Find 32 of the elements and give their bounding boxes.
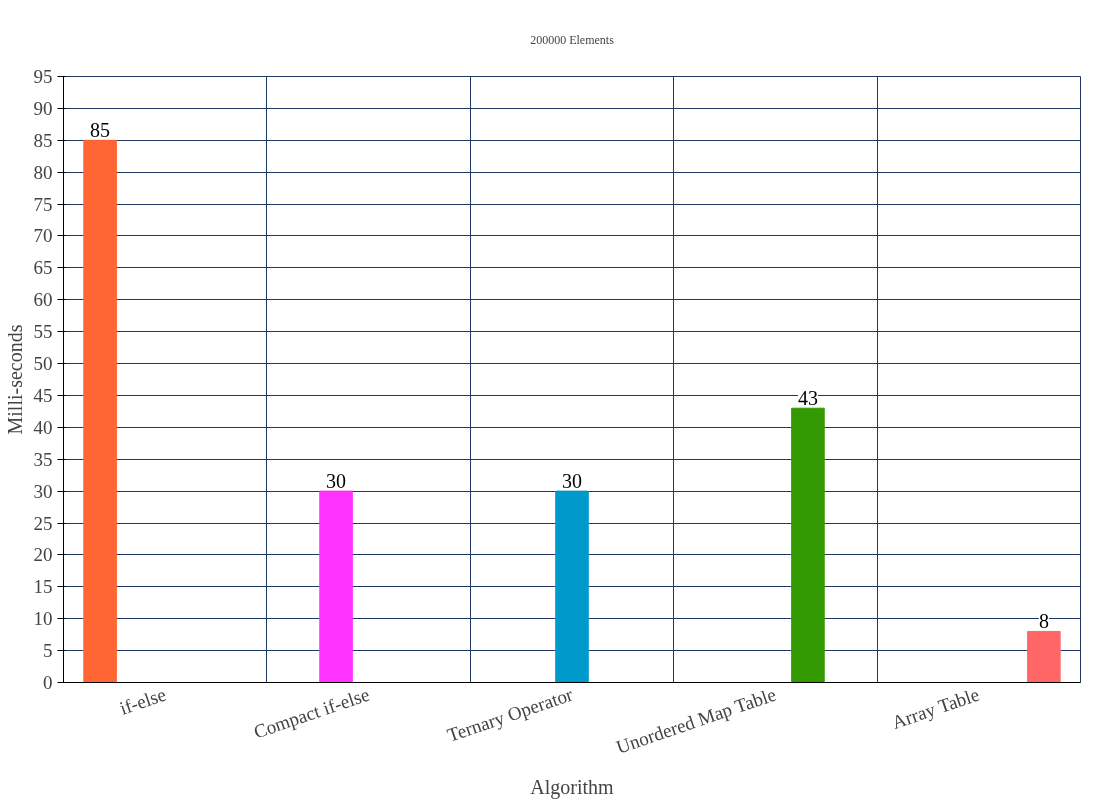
y-tick-label: 45	[33, 384, 53, 406]
y-tick-label: 75	[33, 193, 53, 215]
y-tick-label: 90	[33, 97, 53, 119]
x-tick-label: Compact if-else	[250, 683, 373, 743]
y-tick-label: 80	[33, 161, 53, 183]
y-tick-label: 95	[33, 66, 53, 87]
y-tick-label: 35	[33, 448, 53, 470]
y-tick-label: 65	[33, 257, 53, 279]
y-tick-label: 0	[43, 672, 53, 693]
y-tick-label: 60	[33, 289, 53, 311]
y-tick-label: 15	[33, 576, 53, 598]
y-tick-label: 5	[43, 640, 53, 662]
y-tick-label: 20	[33, 544, 53, 566]
y-tick-label: 40	[33, 416, 53, 438]
data-label: 8	[1038, 610, 1049, 633]
x-tick-label: if-else	[116, 683, 169, 719]
x-tick-label: Array Table	[889, 683, 982, 733]
chart-title: 200000 Elements	[530, 32, 615, 47]
y-axis-title: Milli-seconds	[3, 324, 26, 435]
y-tick-label: 55	[33, 321, 53, 343]
data-label: 30	[326, 470, 347, 493]
y-tick-label: 85	[33, 129, 53, 151]
data-label: 43	[797, 387, 818, 410]
y-tick-label: 10	[33, 608, 53, 630]
x-tick-label: Ternary Operator	[444, 683, 577, 746]
y-tick-label: 25	[33, 512, 53, 534]
data-label: 85	[90, 119, 111, 142]
y-tick-label: 70	[33, 225, 53, 247]
y-tick-label: 50	[33, 353, 53, 375]
x-axis-title: Algorithm	[530, 775, 615, 799]
y-tick-label: 30	[33, 480, 53, 502]
data-label: 30	[562, 470, 582, 493]
